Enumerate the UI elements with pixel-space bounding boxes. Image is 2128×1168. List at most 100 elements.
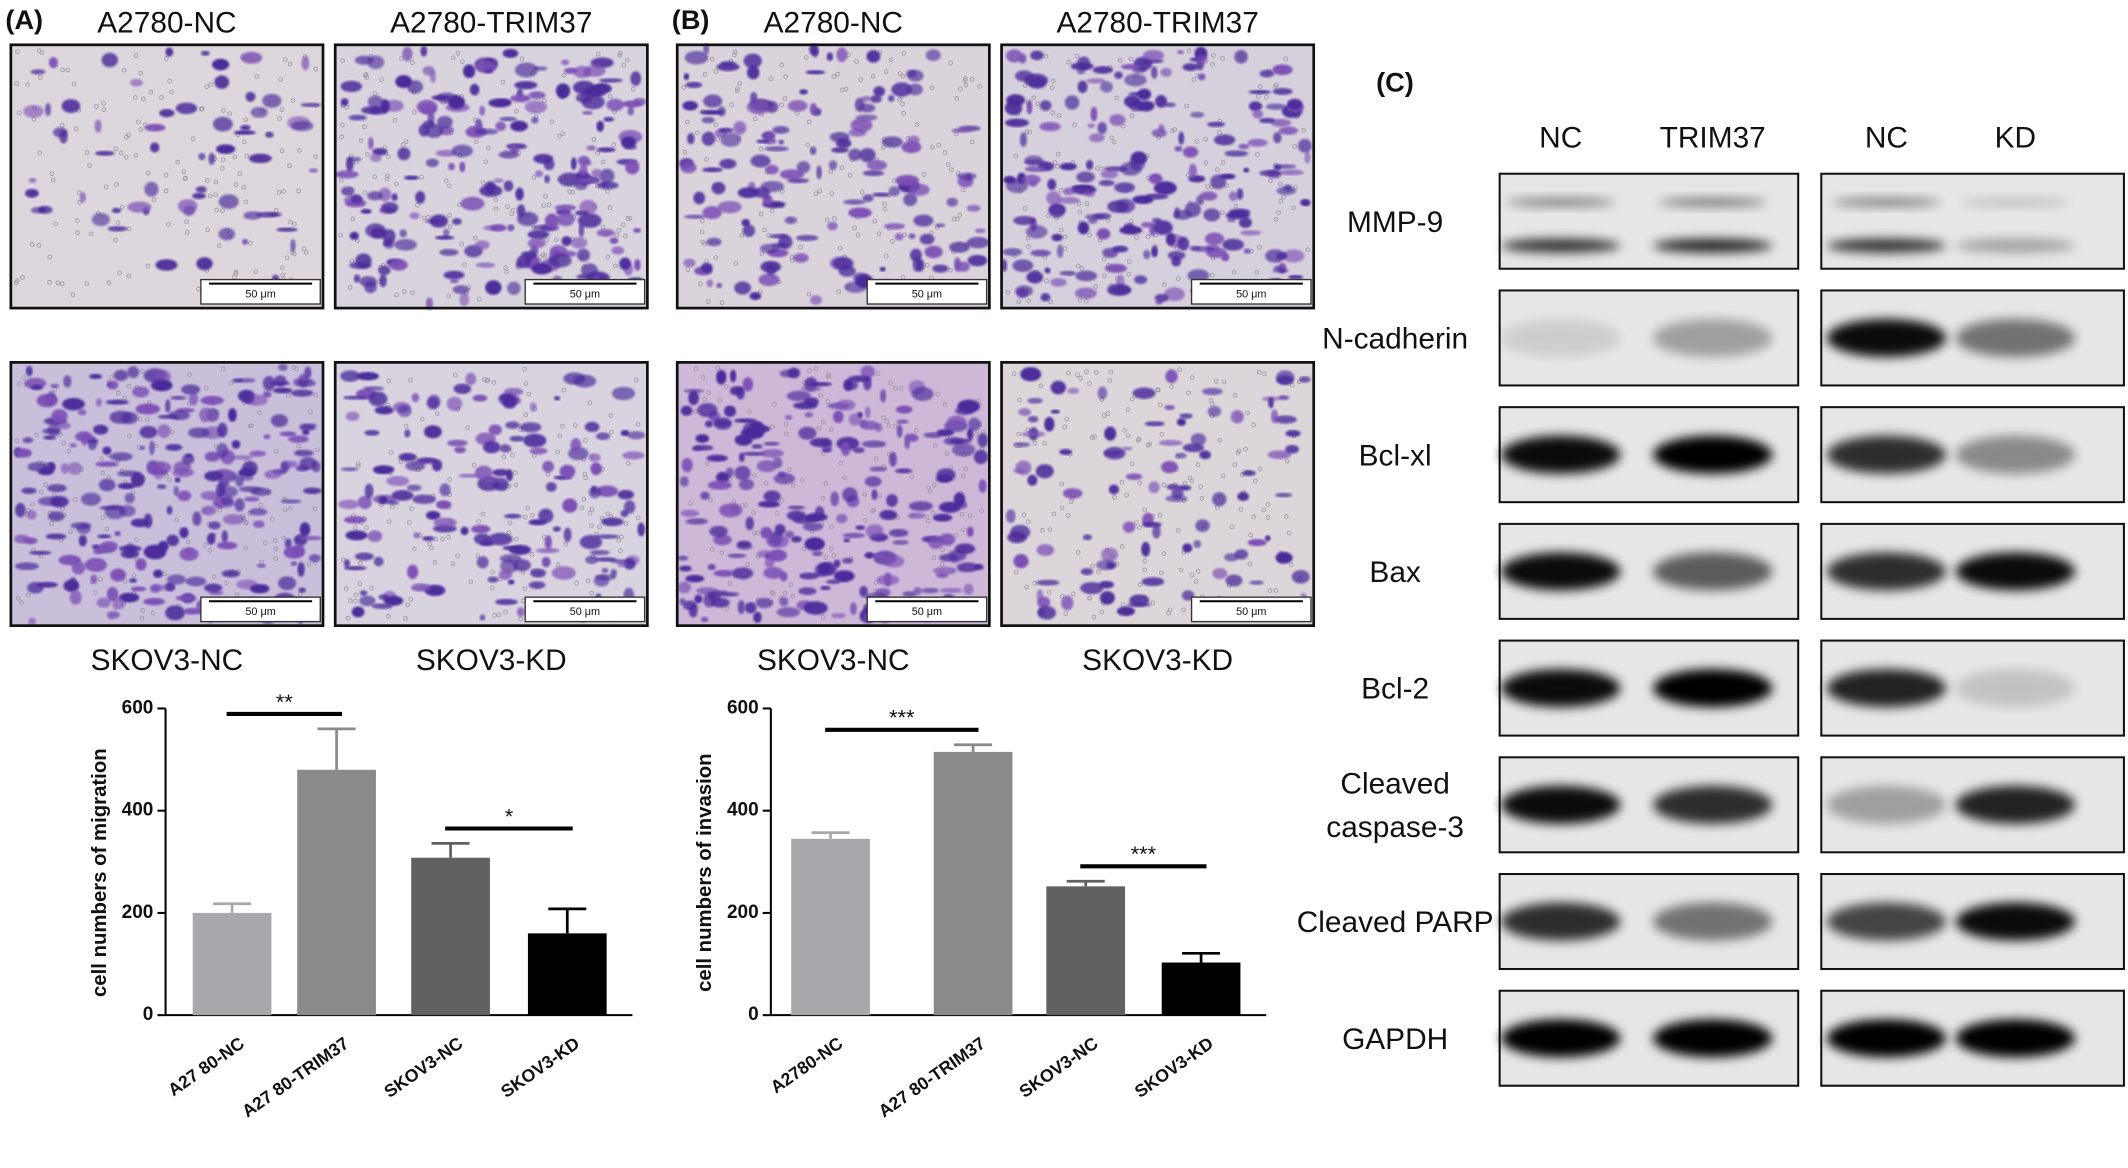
stained-cell — [1184, 202, 1202, 217]
pore — [704, 461, 710, 466]
pore — [1075, 550, 1081, 555]
stained-cell — [742, 377, 754, 392]
stained-cell — [842, 487, 858, 502]
pore — [561, 72, 567, 78]
stained-cell — [519, 422, 542, 433]
pore — [202, 542, 208, 548]
stained-cell — [383, 595, 404, 606]
pore — [419, 416, 425, 422]
stained-cell — [460, 526, 469, 536]
stained-cell — [744, 602, 757, 614]
stained-cell — [1165, 232, 1176, 246]
stained-cell — [809, 102, 818, 115]
stained-cell — [1199, 191, 1218, 201]
pore — [828, 169, 834, 174]
stained-cell — [694, 594, 703, 604]
stained-cell — [1143, 249, 1151, 260]
pore — [1205, 184, 1210, 189]
pore — [122, 395, 128, 401]
pore — [281, 188, 286, 194]
stained-cell — [871, 489, 878, 501]
pore — [823, 555, 829, 560]
stained-cell — [1158, 124, 1165, 133]
pore — [184, 219, 189, 225]
stained-cell — [47, 484, 67, 493]
pore — [825, 399, 830, 404]
stained-cell — [907, 83, 923, 96]
pore — [214, 207, 219, 213]
stained-cell — [439, 248, 459, 256]
stained-cell — [1103, 446, 1126, 460]
pore — [1134, 234, 1139, 240]
stained-cell — [1267, 450, 1292, 460]
stained-cell — [683, 388, 704, 394]
stained-cell — [204, 470, 224, 482]
pore — [733, 261, 739, 266]
bar — [297, 769, 376, 1016]
stained-cell — [831, 147, 849, 153]
stained-cell — [894, 232, 904, 241]
pore — [1040, 527, 1045, 533]
stained-cell — [866, 160, 887, 171]
stained-cell — [1164, 404, 1175, 411]
stained-cell — [170, 395, 187, 400]
stained-cell — [1265, 103, 1286, 110]
stained-cell — [826, 52, 834, 62]
pore — [618, 548, 623, 554]
stained-cell — [106, 611, 120, 619]
pore — [605, 254, 611, 260]
pore — [1076, 201, 1082, 207]
pore — [831, 74, 837, 79]
bar — [1161, 962, 1241, 1016]
stained-cell — [1230, 410, 1244, 424]
pore — [759, 251, 765, 257]
pore — [75, 230, 80, 236]
pore — [555, 562, 561, 568]
pore — [243, 117, 248, 123]
pore — [315, 447, 320, 453]
stained-cell — [1224, 150, 1249, 157]
stained-cell — [1154, 293, 1169, 303]
stained-cell — [585, 555, 599, 565]
stained-cell — [1297, 138, 1312, 153]
pore — [522, 514, 528, 520]
pore — [410, 290, 415, 296]
pore — [800, 477, 805, 483]
y-tick-label: 200 — [122, 902, 154, 923]
pore — [855, 232, 861, 237]
pore — [695, 130, 700, 136]
pore — [609, 429, 614, 435]
pore — [1056, 113, 1062, 118]
stained-cell — [734, 281, 751, 295]
pore — [123, 154, 129, 160]
pore — [607, 93, 613, 99]
pore — [1077, 297, 1083, 303]
stained-cell — [787, 367, 801, 379]
stained-cell — [562, 498, 578, 513]
pore — [702, 71, 708, 77]
stained-cell — [557, 211, 575, 227]
stained-cell — [1265, 249, 1286, 263]
pore — [967, 513, 973, 519]
blot-band — [1955, 552, 2076, 591]
stained-cell — [28, 617, 36, 626]
stained-cell — [265, 131, 274, 138]
stained-cell — [803, 601, 828, 615]
stained-cell — [290, 561, 298, 566]
stained-cell — [94, 119, 102, 133]
pore — [237, 171, 242, 177]
stained-cell — [498, 569, 513, 580]
stained-cell — [421, 104, 437, 115]
pore — [163, 188, 169, 194]
stained-cell — [196, 257, 213, 271]
stained-cell — [751, 444, 763, 449]
pore — [167, 78, 172, 84]
stained-cell — [230, 455, 254, 460]
stained-cell — [148, 461, 172, 474]
stained-cell — [805, 515, 820, 522]
stained-cell — [298, 535, 323, 541]
pore — [1233, 203, 1239, 209]
stained-cell — [717, 106, 726, 117]
stained-cell — [680, 162, 697, 174]
stained-cell — [300, 102, 322, 108]
